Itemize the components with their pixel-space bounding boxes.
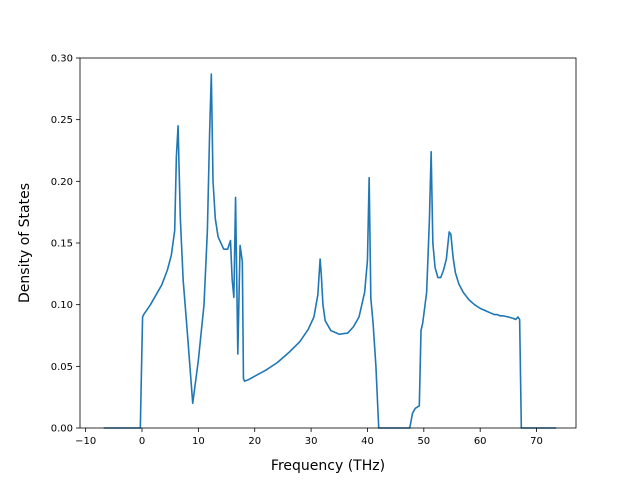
x-tick-label: 40 [361,436,374,447]
x-tick-label: 20 [248,436,261,447]
x-tick-label: 50 [417,436,430,447]
x-tick-label: 30 [305,436,318,447]
y-tick-label: 0.20 [51,177,73,188]
y-tick-label: 0.00 [51,424,73,435]
y-axis-label: Density of States [17,183,33,303]
y-axis-ticks: 0.00 0.05 0.10 0.15 0.20 0.25 0.30 [51,54,80,435]
y-tick-label: 0.25 [51,115,73,126]
x-tick-label: 70 [530,436,543,447]
y-tick-label: 0.15 [51,239,73,250]
x-tick-label: −10 [75,436,96,447]
y-tick-label: 0.30 [51,54,73,65]
dos-series-line-0 [103,73,557,429]
x-axis-ticks: −10 0 10 20 30 40 50 60 70 [75,428,543,447]
plot-area [103,73,557,429]
y-tick-label: 0.05 [51,362,73,373]
x-tick-label: 0 [139,436,145,447]
x-tick-label: 10 [192,436,205,447]
x-tick-label: 60 [474,436,487,447]
y-tick-label: 0.10 [51,300,73,311]
x-axis-label: Frequency (THz) [271,458,385,474]
